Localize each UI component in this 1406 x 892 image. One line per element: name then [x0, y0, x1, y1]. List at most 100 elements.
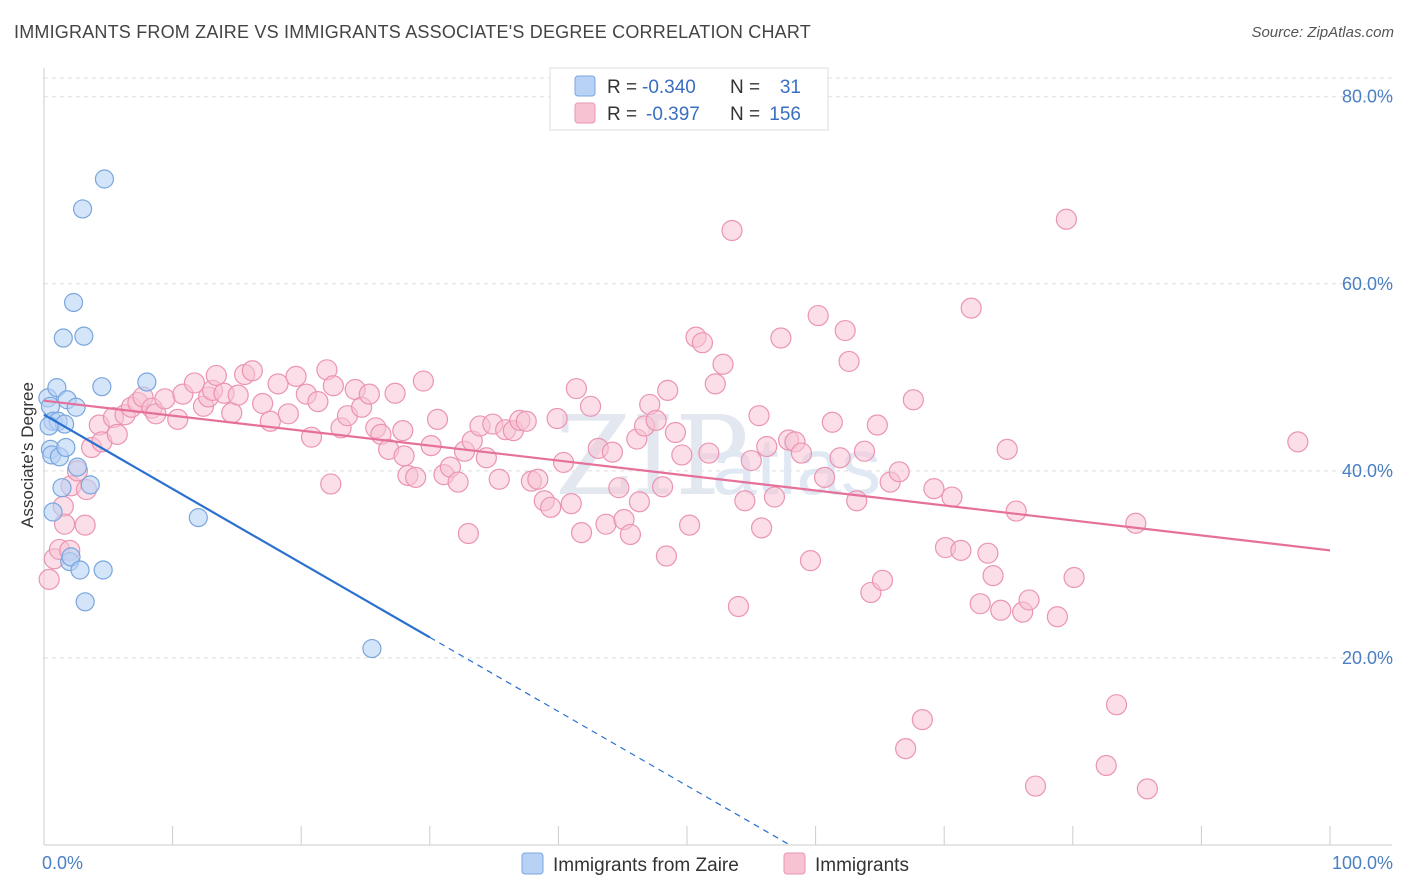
point-zaire-21 — [75, 592, 95, 612]
point-zaire-5 — [43, 502, 63, 522]
point-zaire-20 — [74, 326, 94, 346]
point-zaire-30 — [39, 416, 59, 436]
point-immigrants-56 — [426, 408, 449, 431]
point-zaire-26 — [53, 328, 73, 348]
point-immigrants-0 — [38, 568, 60, 590]
point-zaire-17 — [67, 457, 88, 477]
point-immigrants-136 — [990, 599, 1012, 621]
point-immigrants-69 — [515, 410, 537, 432]
point-immigrants-20 — [167, 408, 189, 431]
point-immigrants-90 — [651, 476, 674, 498]
y-tick-label-1: 40.0% — [1342, 461, 1393, 481]
point-immigrants-51 — [392, 420, 414, 442]
trendline-zaire-extension — [429, 636, 791, 846]
point-immigrants-22 — [183, 372, 206, 394]
point-immigrants-122 — [871, 569, 894, 591]
point-immigrants-102 — [734, 490, 756, 512]
point-immigrants-41 — [322, 375, 344, 397]
point-immigrants-143 — [1055, 208, 1077, 230]
point-immigrants-32 — [252, 392, 274, 415]
point-immigrants-76 — [560, 492, 582, 515]
legend-n-label-2: N = — [730, 104, 760, 125]
point-immigrants-81 — [595, 513, 617, 535]
y-tick-label-3: 80.0% — [1342, 87, 1393, 107]
point-zaire-23 — [92, 377, 112, 397]
point-immigrants-133 — [969, 593, 991, 615]
point-zaire-18 — [70, 560, 90, 580]
point-zaire-15 — [63, 292, 84, 313]
point-immigrants-116 — [834, 319, 856, 342]
point-immigrants-132 — [960, 297, 982, 319]
point-immigrants-78 — [570, 521, 593, 544]
bottom-legend-swatch-zaire — [521, 852, 544, 875]
point-immigrants-46 — [358, 383, 380, 405]
point-zaire-6 — [47, 378, 67, 398]
point-immigrants-85 — [619, 523, 642, 546]
y-tick-label-0: 20.0% — [1342, 648, 1393, 668]
point-immigrants-112 — [807, 304, 829, 327]
point-immigrants-138 — [1005, 500, 1027, 522]
bottom-legend-label-immigrants: Immigrants — [815, 855, 909, 876]
point-immigrants-141 — [1024, 775, 1047, 797]
legend-swatch-zaire — [574, 75, 596, 97]
point-immigrants-111 — [799, 550, 822, 572]
point-immigrants-145 — [1095, 754, 1117, 777]
chart-title: IMMIGRANTS FROM ZAIRE VS IMMIGRANTS ASSO… — [14, 22, 811, 42]
point-immigrants-26 — [205, 364, 227, 387]
point-immigrants-100 — [721, 219, 743, 242]
trendline-zaire — [43, 413, 431, 639]
point-immigrants-130 — [941, 486, 963, 508]
point-immigrants-83 — [608, 477, 630, 499]
point-zaire-28 — [188, 508, 208, 528]
trendline-immigrants — [43, 399, 1331, 552]
point-immigrants-77 — [565, 377, 588, 400]
point-immigrants-113 — [814, 466, 836, 489]
x-tick-labels: 0.0% 100.0% — [42, 853, 1393, 873]
point-immigrants-115 — [829, 447, 851, 469]
point-immigrants-127 — [911, 709, 933, 731]
legend-n-label-1: N = — [730, 77, 760, 98]
series-immigrants-points — [38, 208, 1309, 800]
point-immigrants-147 — [1125, 512, 1147, 534]
point-immigrants-146 — [1105, 694, 1128, 716]
legend-r-label-2: R = — [607, 104, 637, 125]
point-immigrants-110 — [790, 442, 813, 464]
point-immigrants-125 — [895, 738, 917, 760]
point-immigrants-98 — [704, 373, 726, 395]
legend-r-value-1: -0.340 — [642, 77, 696, 98]
point-immigrants-131 — [950, 539, 972, 561]
point-immigrants-142 — [1046, 606, 1068, 628]
point-immigrants-97 — [698, 442, 720, 464]
legend-r-label-1: R = — [607, 77, 637, 98]
point-immigrants-36 — [285, 365, 307, 387]
point-immigrants-79 — [579, 395, 602, 417]
point-immigrants-99 — [712, 353, 734, 375]
point-immigrants-93 — [671, 444, 693, 466]
point-immigrants-155 — [320, 473, 342, 495]
correlation-legend: R = -0.340 N = 31 R = -0.397 N = 156 — [549, 67, 829, 131]
x-tick-label-min: 0.0% — [42, 853, 83, 873]
point-immigrants-89 — [645, 409, 667, 431]
point-zaire-11 — [56, 437, 76, 458]
point-immigrants-114 — [821, 411, 843, 433]
point-immigrants-28 — [221, 402, 243, 424]
series-legend: Immigrants from Zaire Immigrants — [521, 852, 909, 876]
legend-r-value-2: -0.397 — [646, 104, 700, 125]
chart-source: Source: ZipAtlas.com — [1251, 24, 1394, 41]
point-zaire-29 — [362, 638, 382, 659]
point-immigrants-34 — [267, 373, 289, 395]
point-immigrants-152 — [628, 491, 651, 513]
y-tick-labels: 20.0% 40.0% 60.0% 80.0% — [1342, 87, 1393, 668]
point-immigrants-151 — [655, 545, 678, 567]
point-immigrants-53 — [405, 466, 427, 489]
point-immigrants-107 — [770, 327, 792, 349]
point-zaire-19 — [72, 199, 93, 219]
point-immigrants-148 — [1136, 778, 1158, 800]
bottom-legend-label-zaire: Immigrants from Zaire — [553, 855, 739, 876]
point-immigrants-117 — [838, 350, 860, 373]
point-immigrants-144 — [1063, 566, 1085, 589]
point-zaire-24 — [93, 560, 113, 580]
point-zaire-14 — [61, 547, 81, 567]
point-immigrants-50 — [384, 382, 406, 404]
